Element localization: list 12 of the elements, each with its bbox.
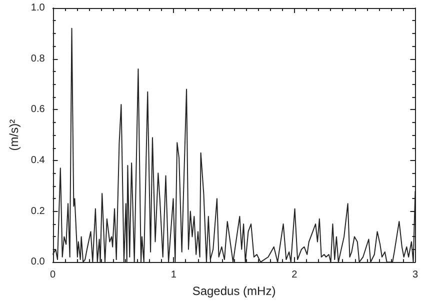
- x-tick-label: 1: [170, 270, 177, 281]
- x-axis-title: Sagedus (mHz): [192, 284, 276, 298]
- x-tick-label: 3: [412, 270, 418, 281]
- y-tick-label: 0.4: [30, 154, 46, 166]
- x-tick-label: 0: [50, 270, 56, 281]
- x-tick-label: 2: [292, 270, 298, 281]
- y-tick-label: 0.2: [30, 206, 46, 217]
- y-tick-label: 0.8: [30, 53, 46, 64]
- y-tick-label: 1.0: [30, 2, 46, 14]
- y-tick-label: 0.0: [30, 256, 46, 268]
- y-axis-title: (m/s)²: [7, 119, 21, 151]
- y-tick-label: 0.6: [30, 104, 46, 116]
